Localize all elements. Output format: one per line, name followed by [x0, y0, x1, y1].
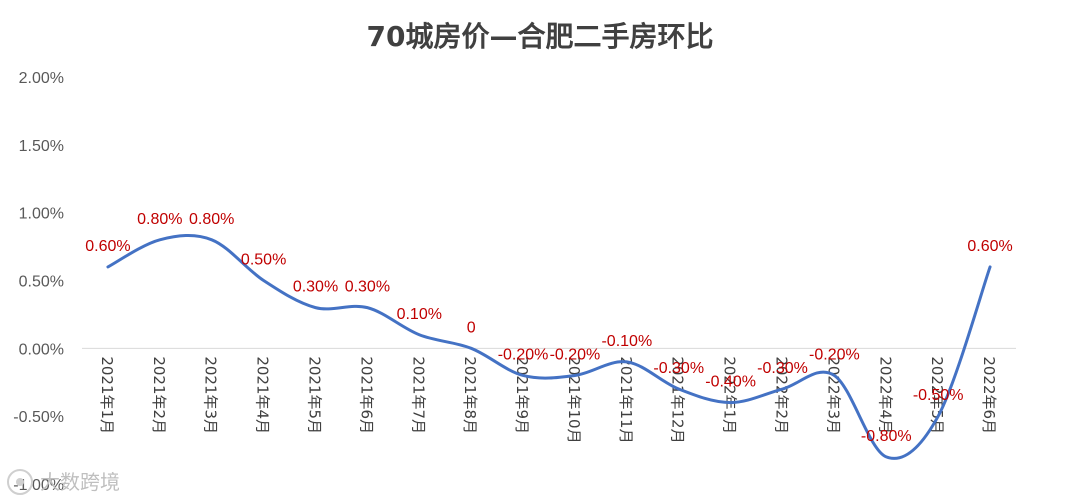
y-tick-label: 0.50% [19, 274, 64, 291]
x-tick-label: 2022年3月 [824, 356, 842, 434]
y-tick-label: -0.50% [13, 409, 64, 426]
x-tick-label: 2021年1月 [98, 356, 116, 434]
x-tick-label: 2022年4月 [876, 356, 894, 434]
x-tick-label: 2021年10月 [565, 356, 583, 443]
watermark-text: 大数跨境 [40, 470, 120, 494]
x-tick-label: 2021年6月 [357, 356, 375, 434]
x-tick-label: 2022年6月 [980, 356, 998, 434]
data-label: -0.10% [601, 333, 652, 350]
x-tick-label: 2022年2月 [773, 356, 791, 434]
data-label: 0.80% [189, 211, 234, 228]
y-tick-label: 1.00% [19, 206, 64, 223]
data-label: 0.50% [241, 252, 286, 269]
chart-title: 70城房价—合肥二手房环比 [367, 20, 714, 53]
data-label: 0.80% [137, 211, 182, 228]
data-label: 0.10% [397, 306, 442, 323]
data-label: 0.60% [85, 238, 130, 255]
watermark: 大数跨境 [7, 469, 120, 495]
data-label: 0.60% [967, 238, 1012, 255]
x-tick-label: 2021年3月 [202, 356, 220, 434]
data-label: -0.20% [550, 346, 601, 363]
data-label: 0 [467, 319, 476, 336]
data-label: -0.30% [757, 360, 808, 377]
y-tick-label: 0.00% [19, 341, 64, 358]
data-labels: 0.60% 0.80% 0.80% 0.50% 0.30% 0.30% 0.10% 0 -0.2… [85, 211, 1012, 445]
y-axis: 2.00% 1.50% 1.00% 0.50% 0.00% -0.50% -1.00% [13, 70, 64, 494]
data-label: -0.40% [705, 374, 756, 391]
y-tick-label: -1.00% [13, 477, 64, 494]
data-label: -0.50% [913, 387, 964, 404]
data-label: 0.30% [345, 279, 390, 296]
x-axis: 2021年1月 2021年2月 2021年3月 2021年4月 2021年5月 2021年… [98, 356, 998, 443]
x-tick-label: 2021年12月 [669, 356, 687, 443]
data-label: -0.20% [498, 346, 549, 363]
x-tick-label: 2021年7月 [409, 356, 427, 434]
watermark-logo-icon [7, 469, 33, 495]
x-tick-label: 2021年11月 [617, 356, 635, 443]
data-label: -0.80% [861, 428, 912, 445]
y-tick-label: 1.50% [19, 138, 64, 155]
x-tick-label: 2021年2月 [150, 356, 168, 434]
x-tick-label: 2022年5月 [928, 356, 946, 434]
data-label: -0.30% [653, 360, 704, 377]
series-line [106, 234, 992, 460]
x-tick-label: 2022年1月 [721, 356, 739, 434]
data-label: -0.20% [809, 346, 860, 363]
x-tick-label: 2021年5月 [306, 356, 324, 434]
data-label: 0.30% [293, 279, 338, 296]
y-tick-label: 2.00% [19, 70, 64, 87]
x-tick-label: 2021年9月 [513, 356, 531, 434]
x-tick-label: 2021年4月 [254, 356, 272, 434]
x-tick-label: 2021年8月 [461, 356, 479, 434]
